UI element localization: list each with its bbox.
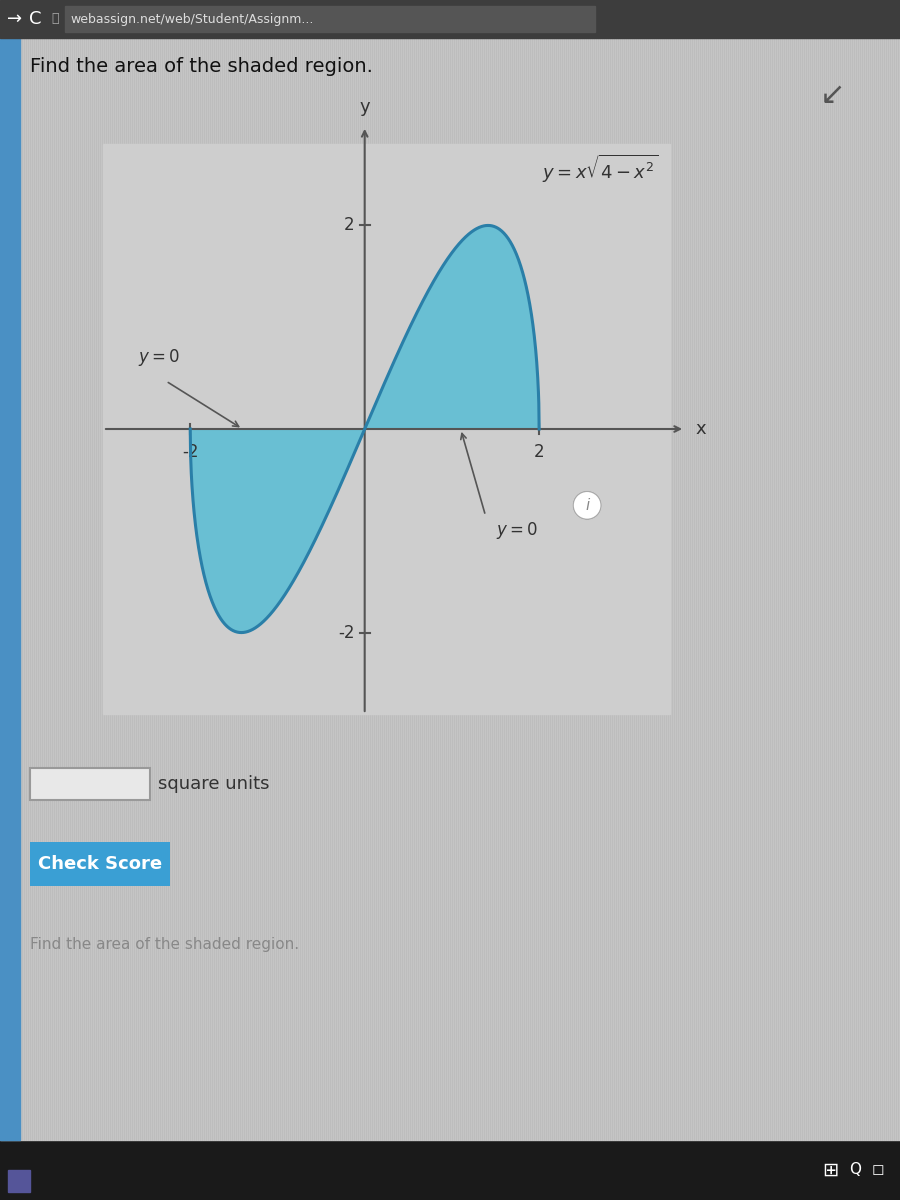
Text: C: C: [29, 10, 41, 28]
Bar: [8, 1170, 30, 1192]
Text: →: →: [7, 10, 22, 28]
Text: webassign.net/web/Student/Assignm...: webassign.net/web/Student/Assignm...: [70, 12, 313, 25]
Text: square units: square units: [158, 775, 269, 793]
Bar: [30, 842, 170, 886]
Text: 2: 2: [534, 443, 544, 461]
Text: $y=x\sqrt{4-x^2}$: $y=x\sqrt{4-x^2}$: [542, 154, 658, 186]
Text: Find the area of the shaded region.: Find the area of the shaded region.: [30, 936, 299, 952]
Bar: [103, 144, 670, 714]
Text: $y=0$: $y=0$: [496, 521, 537, 541]
Text: 🔒: 🔒: [51, 12, 59, 25]
Text: ⊞: ⊞: [822, 1160, 838, 1180]
Text: -2: -2: [182, 443, 199, 461]
Text: Find the area of the shaded region.: Find the area of the shaded region.: [30, 56, 373, 76]
Text: i: i: [585, 498, 590, 512]
Bar: [65, 6, 595, 32]
Text: Check Score: Check Score: [38, 854, 162, 874]
Bar: [0, 1140, 900, 1200]
Bar: [0, 38, 20, 1140]
Text: ◻: ◻: [872, 1163, 885, 1177]
Text: x: x: [695, 420, 706, 438]
Text: Q: Q: [849, 1163, 861, 1177]
Text: y: y: [359, 98, 370, 116]
Polygon shape: [190, 428, 364, 632]
Text: -2: -2: [338, 624, 355, 642]
Bar: [30, 768, 150, 800]
Text: 2: 2: [344, 216, 355, 234]
Text: $y=0$: $y=0$: [138, 347, 180, 368]
Polygon shape: [364, 226, 539, 428]
Bar: [0, 0, 900, 38]
Text: ↙: ↙: [820, 80, 845, 110]
Circle shape: [573, 491, 601, 520]
